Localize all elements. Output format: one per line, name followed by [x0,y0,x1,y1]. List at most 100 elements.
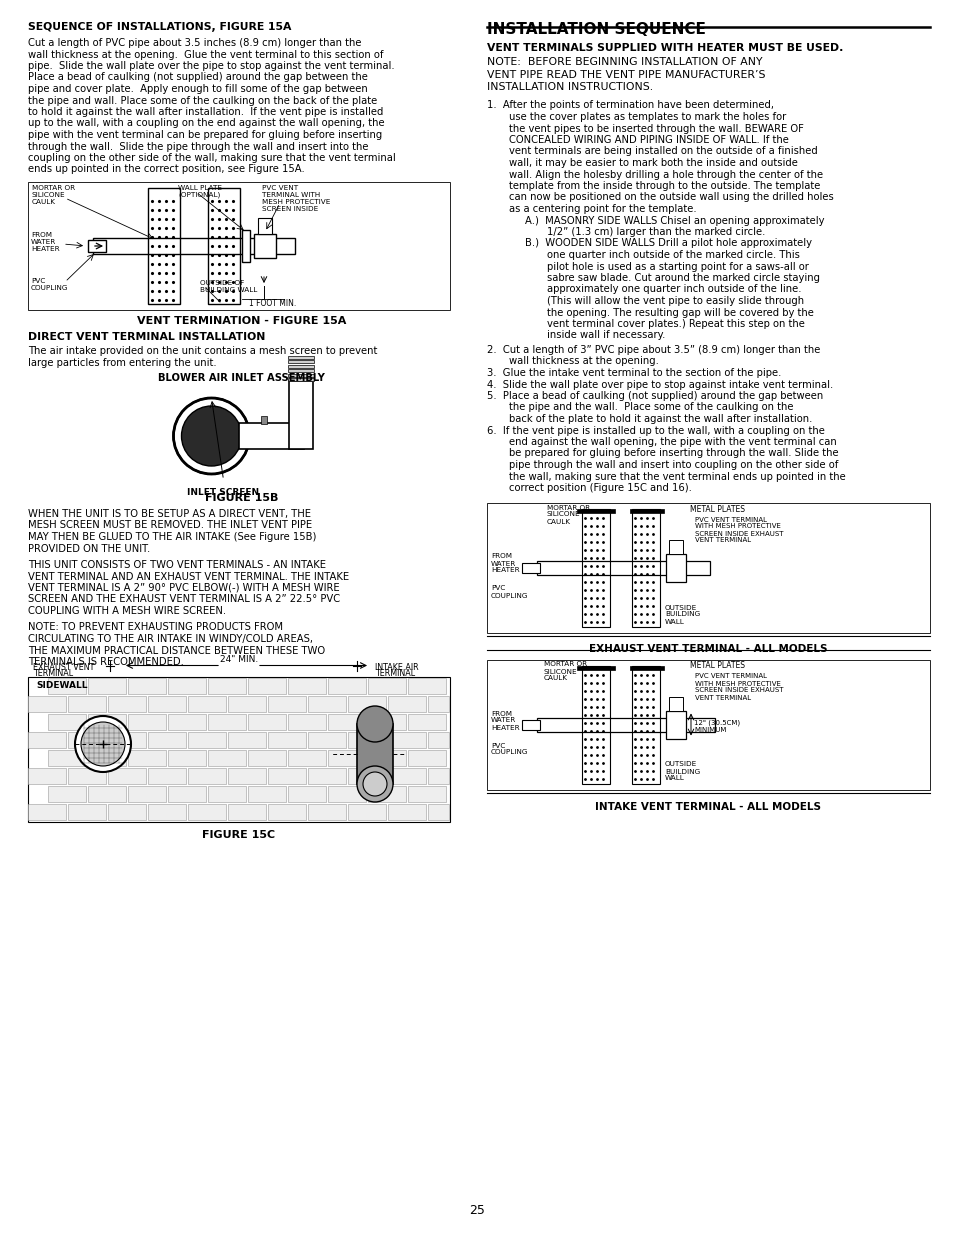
Bar [486,659,929,789]
Text: the pipe and the wall.  Place some of the caulking on the: the pipe and the wall. Place some of the… [509,403,793,412]
Bar [128,750,166,766]
Text: Place a bead of caulking (not supplied) around the gap between the: Place a bead of caulking (not supplied) … [28,73,368,83]
Bar [388,767,426,783]
Text: HEATER: HEATER [491,568,519,573]
Text: up to the wall, with a coupling on the end against the wall opening, the: up to the wall, with a coupling on the e… [28,119,384,128]
Text: MESH PROTECTIVE: MESH PROTECTIVE [262,199,330,205]
Text: CIRCULATING TO THE AIR INTAKE IN WINDY/COLD AREAS,: CIRCULATING TO THE AIR INTAKE IN WINDY/C… [28,634,313,643]
Bar [428,695,449,711]
Bar [108,731,146,747]
Text: CAULK: CAULK [32,199,56,205]
Text: COUPLING: COUPLING [30,285,69,291]
Bar [92,238,294,254]
Text: TERMINAL: TERMINAL [33,669,73,678]
Bar [28,804,66,820]
Text: the vent pipes to be inserted through the wall. BEWARE OF: the vent pipes to be inserted through th… [509,124,803,133]
Text: 6.  If the vent pipe is installed up to the wall, with a coupling on the: 6. If the vent pipe is installed up to t… [486,426,824,436]
Text: inside wall if necessary.: inside wall if necessary. [546,331,664,341]
Bar [28,767,66,783]
Text: HEATER: HEATER [30,246,59,252]
Text: PVC VENT TERMINAL: PVC VENT TERMINAL [695,516,766,522]
Bar [128,785,166,802]
Bar [288,678,326,694]
Bar [348,804,386,820]
Bar [128,714,166,730]
Text: VENT TERMINAL: VENT TERMINAL [695,694,750,700]
Bar [428,804,449,820]
Bar [268,804,306,820]
Text: FROM: FROM [491,710,512,716]
Bar [268,695,306,711]
Bar [537,561,709,574]
Text: 2.  Cut a length of 3” PVC pipe about 3.5” (8.9 cm) longer than the: 2. Cut a length of 3” PVC pipe about 3.5… [486,345,820,354]
Bar [665,553,685,582]
Text: NOTE:  BEFORE BEGINNING INSTALLATION OF ANY: NOTE: BEFORE BEGINNING INSTALLATION OF A… [486,57,761,67]
Bar [48,750,86,766]
Bar [228,695,266,711]
Text: one quarter inch outside of the marked circle. This: one quarter inch outside of the marked c… [546,249,799,261]
Bar [668,697,682,710]
Text: as a centering point for the template.: as a centering point for the template. [509,204,696,214]
Bar [348,767,386,783]
Bar [428,767,449,783]
Text: BUILDING WALL: BUILDING WALL [200,287,257,293]
Bar [629,666,663,669]
Text: The air intake provided on the unit contains a mesh screen to prevent: The air intake provided on the unit cont… [28,346,377,356]
Text: ends up pointed in the correct position, see Figure 15A.: ends up pointed in the correct position,… [28,164,304,174]
Text: VENT TERMINAL IS A 2” 90° PVC ELBOW(-) WITH A MESH WIRE: VENT TERMINAL IS A 2” 90° PVC ELBOW(-) W… [28,583,339,593]
Text: 5.  Place a bead of caulking (not supplied) around the gap between: 5. Place a bead of caulking (not supplie… [486,391,822,401]
Text: PVC: PVC [491,585,505,592]
Bar [88,714,126,730]
Text: INTAKE VENT TERMINAL - ALL MODELS: INTAKE VENT TERMINAL - ALL MODELS [595,802,821,811]
Text: WALL: WALL [664,776,684,782]
Text: to hold it against the wall after installation.  If the vent pipe is installed: to hold it against the wall after instal… [28,107,383,117]
Text: TERMINALS IS RECOMMENDED.: TERMINALS IS RECOMMENDED. [28,657,184,667]
Text: wall thickness at the opening.: wall thickness at the opening. [509,357,659,367]
Text: TERMINAL: TERMINAL [375,669,415,678]
Bar [348,731,386,747]
Bar [668,540,682,553]
Bar [289,382,314,450]
Text: NOTE: TO PREVENT EXHAUSTING PRODUCTS FROM: NOTE: TO PREVENT EXHAUSTING PRODUCTS FRO… [28,622,283,632]
Text: INTAKE AIR: INTAKE AIR [375,662,418,672]
Text: INSTALLATION SEQUENCE: INSTALLATION SEQUENCE [486,22,705,37]
Bar [368,750,406,766]
Text: OUTSIDE: OUTSIDE [664,762,697,767]
Text: back of the plate to hold it against the wall after installation.: back of the plate to hold it against the… [509,414,812,424]
Bar [248,678,286,694]
Bar [248,785,286,802]
Bar [108,804,146,820]
Bar [108,767,146,783]
Bar [368,714,406,730]
Bar [408,678,446,694]
Bar [228,804,266,820]
Bar [48,714,86,730]
Text: WHEN THE UNIT IS TO BE SETUP AS A DIRECT VENT, THE: WHEN THE UNIT IS TO BE SETUP AS A DIRECT… [28,509,311,519]
Bar [188,767,226,783]
Text: SCREEN AND THE EXHAUST VENT TERMINAL IS A 2” 22.5° PVC: SCREEN AND THE EXHAUST VENT TERMINAL IS … [28,594,340,604]
Text: VENT TERMINAL AND AN EXHAUST VENT TERMINAL. THE INTAKE: VENT TERMINAL AND AN EXHAUST VENT TERMIN… [28,572,349,582]
Text: 3.  Glue the intake vent terminal to the section of the pipe.: 3. Glue the intake vent terminal to the … [486,368,781,378]
Bar [581,666,609,783]
Bar [308,804,346,820]
Bar [148,695,186,711]
Bar [308,731,346,747]
Bar [288,378,314,382]
Bar [208,678,246,694]
Text: wall thickness at the opening.  Glue the vent terminal to this section of: wall thickness at the opening. Glue the … [28,49,383,59]
Bar [537,718,714,731]
Text: VENT TERMINAL: VENT TERMINAL [695,537,750,543]
Bar [28,677,450,821]
Bar [248,714,286,730]
Text: INSTALLATION INSTRUCTIONS.: INSTALLATION INSTRUCTIONS. [486,82,653,91]
Text: VENT TERMINATION - FIGURE 15A: VENT TERMINATION - FIGURE 15A [136,316,346,326]
Circle shape [75,716,131,772]
Text: wall, it may be easier to mark both the inside and outside: wall, it may be easier to mark both the … [509,158,797,168]
Bar [148,731,186,747]
Text: PVC: PVC [30,278,46,284]
Text: pipe and cover plate.  Apply enough to fill some of the gap between: pipe and cover plate. Apply enough to fi… [28,84,367,94]
Text: BLOWER AIR INLET ASSEMBLY: BLOWER AIR INLET ASSEMBLY [158,373,325,383]
Text: PVC VENT: PVC VENT [262,185,297,191]
Bar [577,509,615,513]
Bar [188,695,226,711]
